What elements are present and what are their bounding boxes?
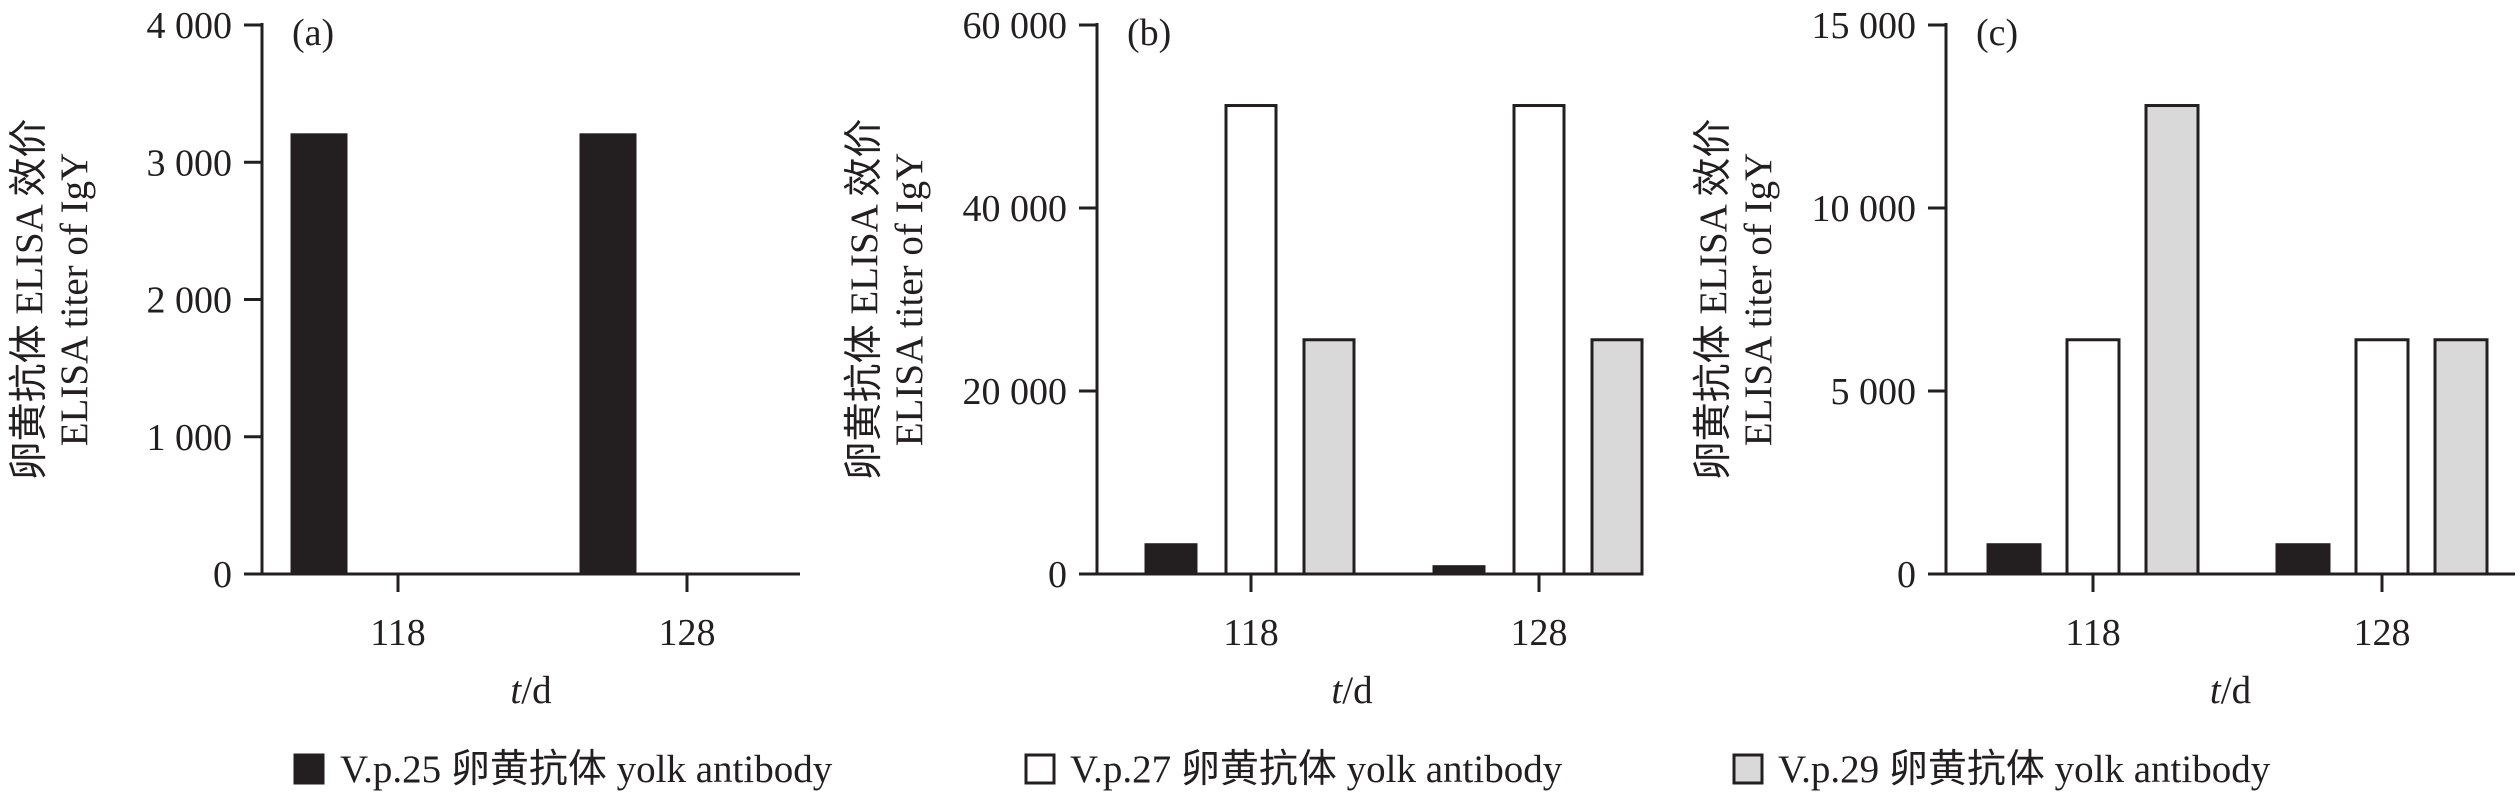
bar-Vp29-128 [1590, 338, 1644, 576]
legend-label-Vp25: V.p.25 卵黄抗体 yolk antibody [340, 748, 833, 791]
bar-Vp27-128 [2354, 338, 2410, 576]
legend: V.p.25 卵黄抗体 yolk antibody V.p.27 卵黄抗体 yol… [293, 748, 2271, 791]
bar-Vp29-128 [2433, 338, 2489, 576]
x-tick-label: 118 [2065, 612, 2121, 654]
y-tick-label: 60 000 [963, 5, 1068, 47]
y-tick-label: 3 000 [147, 142, 233, 184]
bar-Vp25-118 [1144, 543, 1198, 576]
x-tick-label: 128 [1511, 612, 1568, 654]
bar-Vp27-118 [2065, 338, 2121, 576]
y-tick-label: 0 [213, 554, 232, 596]
y-tick-label: 10 000 [1812, 188, 1917, 230]
panel-label: (b) [1127, 12, 1171, 54]
y-tick-label: 1 000 [147, 417, 233, 459]
panel-label: (c) [1976, 12, 2018, 54]
chart-panel-b: 0 20 000 40 000 60 000 118 128 (b) t/d 卵黄抗体 ELIS… [843, 5, 1644, 712]
x-tick-label: 118 [1223, 612, 1279, 654]
bar-Vp25-128 [2275, 543, 2331, 576]
bar-Vp25-118 [290, 133, 348, 576]
y-tick-label: 40 000 [963, 188, 1068, 230]
y-axis-title-line1: 卵黄抗体 ELISA 效价 [8, 119, 51, 481]
y-axis-title-line1: 卵黄抗体 ELISA 效价 [1692, 119, 1735, 481]
y-tick-label: 5 000 [1831, 371, 1917, 413]
legend-swatch-Vp27 [1024, 753, 1056, 785]
bar-Vp29-118 [1302, 338, 1356, 576]
legend-swatch-Vp29 [1732, 753, 1764, 785]
legend-label-Vp27: V.p.27 卵黄抗体 yolk antibody [1070, 748, 1563, 791]
x-tick-label: 128 [659, 612, 716, 654]
y-tick-label: 15 000 [1812, 5, 1917, 47]
bar-Vp27-118 [1224, 104, 1278, 576]
y-tick-label: 20 000 [963, 371, 1068, 413]
x-axis-title: t/d [2210, 669, 2252, 712]
bar-Vp25-128 [579, 133, 637, 576]
chart-panel-a: 0 1 000 2 000 3 000 4 000 118 128 (a) t/d 卵黄抗体 EL… [8, 5, 800, 712]
x-axis-title: t/d [510, 669, 552, 712]
legend-label-Vp29: V.p.29 卵黄抗体 yolk antibody [1778, 748, 2271, 791]
legend-swatch-Vp25 [293, 753, 325, 785]
x-tick-label: 118 [370, 612, 426, 654]
panel-label: (a) [292, 12, 334, 54]
bar-Vp29-118 [2144, 104, 2200, 576]
x-axis-title: t/d [1331, 669, 1373, 712]
y-axis-title-line1: 卵黄抗体 ELISA 效价 [843, 119, 886, 481]
y-axis-title-line2: ELISA titer of IgY [53, 153, 96, 447]
y-axis-title-line2: ELISA titer of IgY [888, 153, 931, 447]
bar-Vp25-118 [1986, 543, 2042, 576]
y-axis-title-line2: ELISA titer of IgY [1737, 153, 1780, 447]
y-tick-label: 4 000 [147, 5, 233, 47]
bar-Vp27-128 [1512, 104, 1566, 576]
x-tick-label: 128 [2354, 612, 2411, 654]
y-tick-label: 2 000 [147, 280, 233, 322]
y-tick-label: 0 [1048, 554, 1067, 596]
chart-panel-c: 0 5 000 10 000 15 000 118 128 (c) t/d 卵黄抗体 ELISA… [1692, 5, 2515, 712]
y-tick-label: 0 [1897, 554, 1916, 596]
